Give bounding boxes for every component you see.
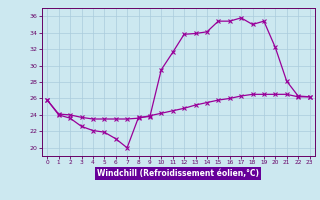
X-axis label: Windchill (Refroidissement éolien,°C): Windchill (Refroidissement éolien,°C)	[97, 169, 260, 178]
